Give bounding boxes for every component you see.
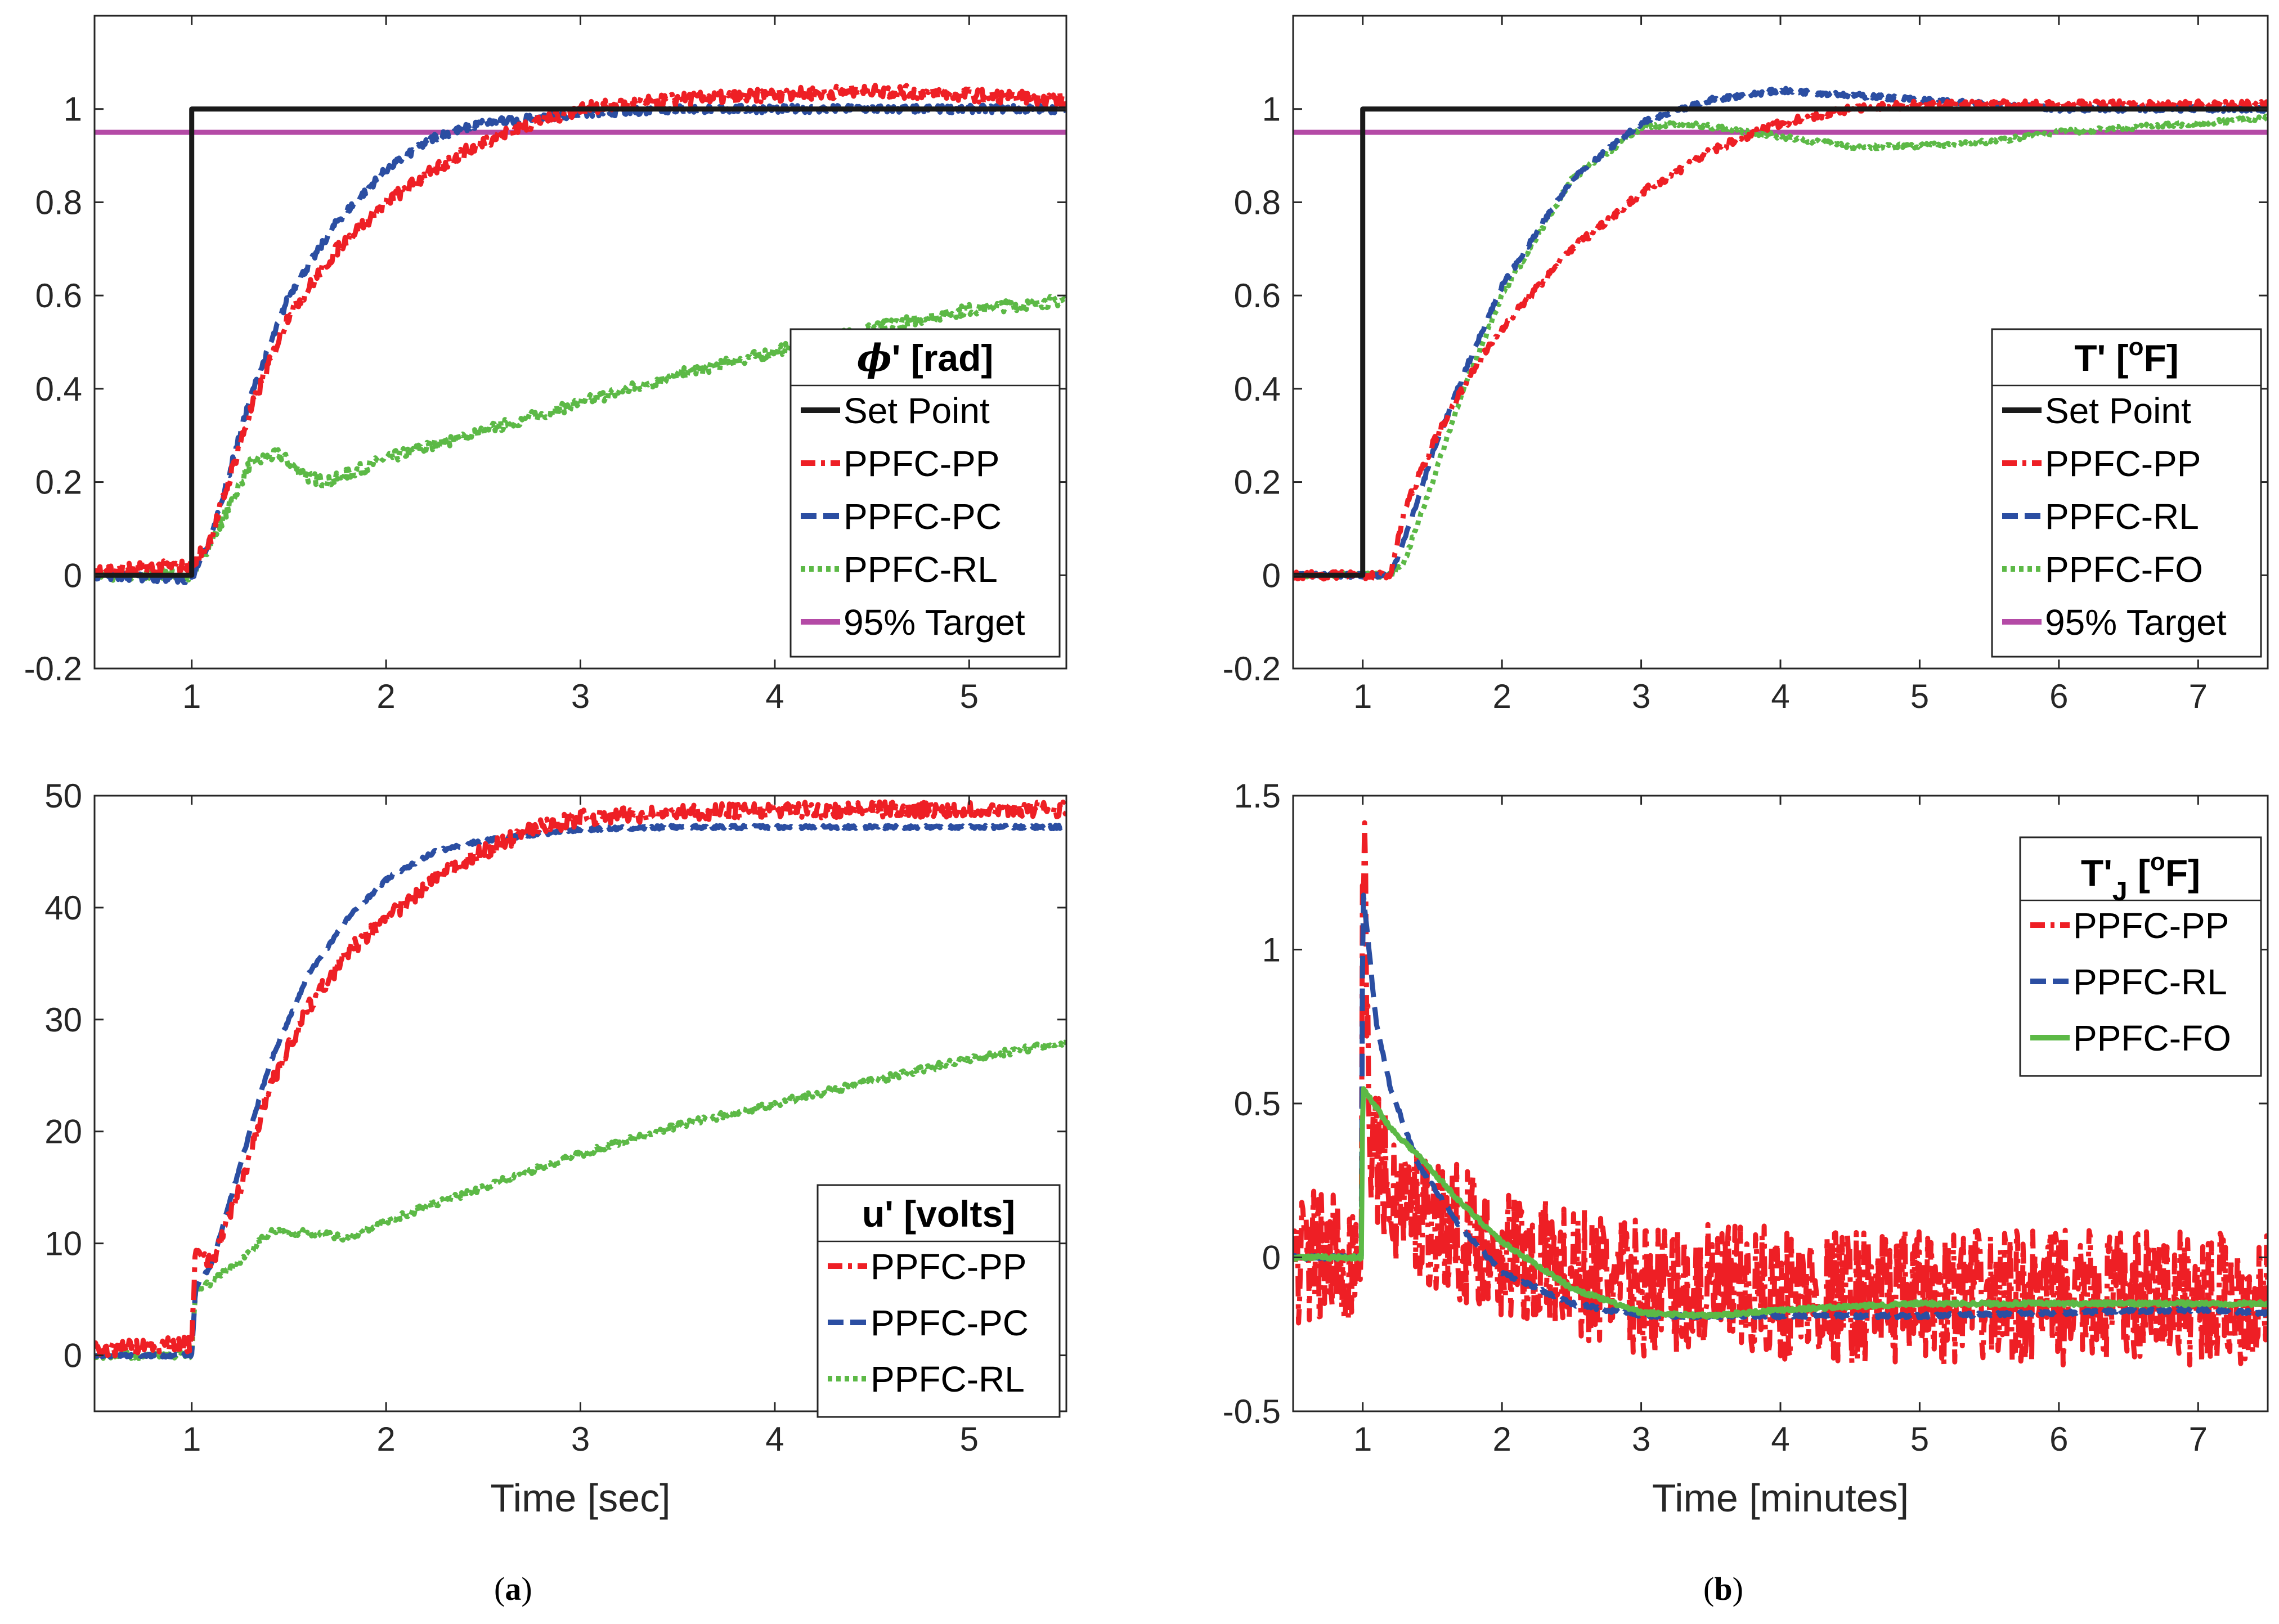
y-tick-label: 1 xyxy=(1262,931,1281,969)
legend: T' [oF] Set Point PPFC-PP PPFC-RL PPFC-FO 95%… xyxy=(1991,328,2262,658)
y-tick-label: 20 xyxy=(44,1113,82,1151)
chart-TJ: 1 2 3 4 5 6 7 -0.5 0 0.5 1 1.5 Time [minutes] T'J [oF… xyxy=(1223,777,2269,1520)
x-tick-label: 5 xyxy=(1910,678,1929,715)
legend-entry: Set Point xyxy=(2045,391,2191,431)
legend-title: T'J [oF] xyxy=(2081,848,2200,907)
x-tick-label: 4 xyxy=(765,678,784,715)
y-tick-label: 30 xyxy=(44,1001,82,1039)
legend-entry: PPFC-PP xyxy=(2073,905,2229,946)
series-group xyxy=(1293,820,2268,1368)
series-ppfc-rl xyxy=(95,294,1066,583)
chart-phi: 1 2 3 4 5 -0.2 0 0.2 0.4 0.6 0.8 1 ϕ' [rad] Set Point… xyxy=(24,15,1067,715)
legend-entry: PPFC-FO xyxy=(2045,549,2203,590)
y-tick-label: 0 xyxy=(64,557,82,594)
legend-title: ϕ' [rad] xyxy=(857,336,994,380)
series-group xyxy=(95,798,1066,1361)
legend-title: T' [oF] xyxy=(2074,333,2179,379)
x-tick-label: 2 xyxy=(376,1420,395,1458)
legend-entry: PPFC-PC xyxy=(871,1303,1029,1343)
legend-box xyxy=(1991,328,2262,658)
caption-b: (b) xyxy=(1703,1571,1743,1607)
x-tick-label: 3 xyxy=(1632,1420,1650,1458)
x-tick-label: 5 xyxy=(960,678,979,715)
x-axis-label: Time [sec] xyxy=(490,1476,670,1520)
series-ppfc-fo xyxy=(1293,1086,2268,1320)
x-tick-label: 4 xyxy=(1771,678,1789,715)
legend-entry: PPFC-RL xyxy=(844,549,998,590)
chart-T: 1 2 3 4 5 6 7 -0.2 0 0.2 0.4 0.6 0.8 1 T' [oF] Set Poin… xyxy=(1223,15,2269,715)
legend: ϕ' [rad] Set Point PPFC-PP PPFC-PC PPFC-RL 95… xyxy=(789,328,1061,658)
y-tick-label: 0.6 xyxy=(1234,277,1281,315)
y-tick-label: 1 xyxy=(64,91,82,128)
legend-entry: PPFC-FO xyxy=(2073,1018,2231,1058)
y-tick-label: 0.4 xyxy=(1234,370,1281,408)
series-ppfc-pp xyxy=(95,82,1066,580)
x-tick-label: 3 xyxy=(1632,678,1650,715)
x-tick-label: 1 xyxy=(1353,1420,1372,1458)
legend-entry: 95% Target xyxy=(2045,602,2227,643)
x-tick-label: 2 xyxy=(376,678,395,715)
y-tick-label: 0.8 xyxy=(35,183,82,221)
x-tick-label: 2 xyxy=(1492,1420,1511,1458)
y-tick-label: 0 xyxy=(64,1337,82,1375)
y-tick-label: 0.8 xyxy=(1234,183,1281,221)
legend-box xyxy=(817,1184,1061,1418)
caption-a: (a) xyxy=(494,1571,532,1607)
y-tick-label: -0.5 xyxy=(1223,1393,1281,1430)
x-axis-label: Time [minutes] xyxy=(1652,1476,1909,1520)
y-tick-label: 1.5 xyxy=(1234,777,1281,815)
legend-entry: PPFC-RL xyxy=(2073,962,2227,1002)
x-tick-label: 7 xyxy=(2189,678,2208,715)
series-group xyxy=(95,82,1066,585)
y-tick-label: 0.2 xyxy=(1234,464,1281,501)
series-ppfc-pp xyxy=(95,798,1066,1359)
y-tick-label: 50 xyxy=(44,777,82,815)
legend-entry: 95% Target xyxy=(844,602,1025,643)
y-tick-label: 0 xyxy=(1262,557,1281,594)
y-tick-label: 0.5 xyxy=(1234,1085,1281,1123)
series-ppfc-rl xyxy=(1293,892,2268,1321)
series-set-point xyxy=(1293,106,2268,578)
legend-entry: PPFC-PP xyxy=(844,443,999,484)
y-tick-label: 0.2 xyxy=(35,464,82,501)
legend: T'J [oF]PPFC-PP PPFC-RL PPFC-FO xyxy=(2019,836,2262,1077)
x-tick-label: 4 xyxy=(765,1420,784,1458)
y-tick-label: 0.6 xyxy=(35,277,82,315)
x-tick-label: 3 xyxy=(571,1420,590,1458)
x-tick-label: 1 xyxy=(182,1420,201,1458)
series-ppfc-pp xyxy=(1293,98,2268,582)
y-tick-label: 0 xyxy=(1262,1239,1281,1277)
legend-entry: PPFC-PP xyxy=(2045,443,2201,484)
y-tick-label: -0.2 xyxy=(24,650,82,688)
x-tick-label: 2 xyxy=(1492,678,1511,715)
y-tick-label: 1 xyxy=(1262,91,1281,128)
x-tick-label: 5 xyxy=(1910,1420,1929,1458)
series-ppfc-rl xyxy=(95,1039,1066,1361)
legend: u' [volts] PPFC-PP PPFC-PC PPFC-RL xyxy=(817,1184,1061,1418)
x-tick-label: 5 xyxy=(960,1420,979,1458)
series-ppfc-pc xyxy=(95,823,1066,1360)
x-tick-label: 6 xyxy=(2049,678,2068,715)
x-tick-label: 4 xyxy=(1771,1420,1789,1458)
x-tick-label: 1 xyxy=(1353,678,1372,715)
x-tick-label: 1 xyxy=(182,678,201,715)
series-group xyxy=(1293,86,2268,582)
series-set-point xyxy=(95,106,1066,578)
y-tick-label: 40 xyxy=(44,889,82,927)
legend-entry: PPFC-PP xyxy=(871,1246,1026,1287)
legend-entry: PPFC-RL xyxy=(871,1359,1025,1399)
legend-entry: PPFC-PC xyxy=(844,496,1002,537)
legend-box xyxy=(789,328,1061,658)
y-tick-label: 10 xyxy=(44,1225,82,1263)
x-tick-label: 7 xyxy=(2189,1420,2208,1458)
x-tick-label: 3 xyxy=(571,678,590,715)
legend-entry: PPFC-RL xyxy=(2045,496,2199,537)
legend-entry: Set Point xyxy=(844,391,990,431)
legend-title: u' [volts] xyxy=(862,1193,1015,1235)
y-tick-label: -0.2 xyxy=(1223,650,1281,688)
y-tick-label: 0.4 xyxy=(35,370,82,408)
x-tick-label: 6 xyxy=(2049,1420,2068,1458)
